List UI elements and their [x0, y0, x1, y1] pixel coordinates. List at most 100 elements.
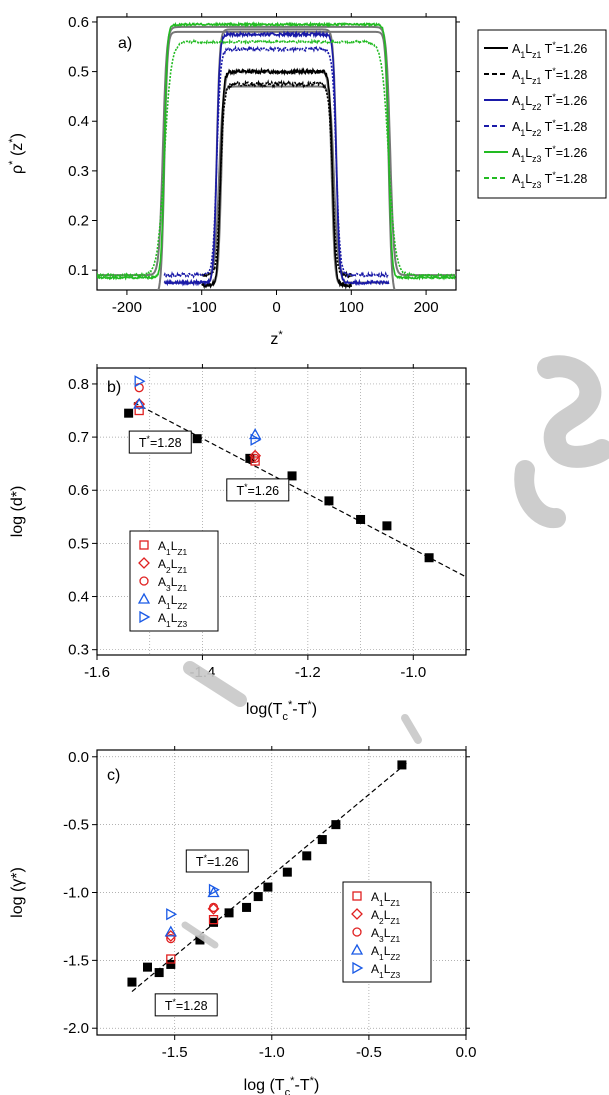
legend-entry: A1LZ1 [371, 890, 400, 908]
panel-c-reference-point [142, 962, 152, 972]
panel-c-ytick-label: 0.0 [68, 749, 89, 766]
panel-a-xlabel: z* [270, 329, 283, 348]
panel-c-xtick-label: -1.0 [259, 1044, 285, 1061]
legend-entry: A1LZ3 [158, 611, 187, 629]
legend-entry: A1Lz2 T*=1.28 [512, 118, 587, 138]
panel-b-data-point [134, 375, 146, 388]
panel-a-fit-curve [157, 30, 396, 290]
panel-c-ytick-label: -2.0 [63, 1020, 89, 1037]
legend-entry: A1Lz3 T*=1.28 [512, 170, 587, 190]
panel-c-reference-point [224, 908, 234, 918]
panel-b-annotation-box [128, 430, 192, 454]
panel-c-data-point [207, 886, 220, 898]
legend-box [477, 29, 607, 199]
panel-c-reference-point [331, 820, 341, 830]
panel-b-data-point [134, 383, 144, 393]
legend-marker [352, 927, 362, 937]
legend-entry: A1LZ2 [371, 944, 400, 962]
panel-b-xtick-label: -1.6 [84, 664, 110, 681]
watermark-stroke [401, 714, 422, 744]
panel-c-reference-point [242, 902, 252, 912]
legend-marker [352, 891, 362, 901]
panel-c-annotation-box [154, 993, 218, 1017]
panel-b-ytick-label: 0.7 [68, 429, 89, 446]
legend-entry: A1Lz1 T*=1.28 [512, 66, 587, 86]
panel-b-data-point [249, 449, 262, 462]
panel-c-reference-point [209, 917, 219, 927]
panel-b-ytick-label: 0.6 [68, 482, 89, 499]
legend-entry: A3LZ1 [371, 926, 400, 944]
panel-b-reference-point [192, 434, 202, 444]
legend-marker [139, 540, 149, 550]
panel-b-ytick-label: 0.5 [68, 535, 89, 552]
legend-entry: A2LZ1 [158, 557, 187, 575]
panel-b-fit-line [133, 402, 467, 578]
legend-marker [139, 576, 149, 586]
panel-b-reference-point [324, 496, 334, 506]
panel-c-reference-point [127, 977, 137, 987]
panel-b-ylabel: log (d*) [9, 486, 26, 538]
watermark-stroke [181, 921, 219, 949]
panel-c-data-point [208, 914, 219, 925]
panel-c-data-point [208, 902, 219, 913]
watermark [181, 355, 609, 949]
watermark-stroke [537, 355, 609, 468]
panel-c-reference-point [317, 835, 327, 845]
panel-c-label: c) [107, 767, 120, 784]
panel-b-reference-point [245, 453, 255, 463]
panel-c: -1.5 -1.0 -0.5 0.0 -2.0 -1.5 -1.0 -0.5 0.0 c) log … [9, 746, 476, 1095]
legend-marker [351, 908, 363, 920]
panel-c-ytick-label: -0.5 [63, 817, 89, 834]
panel-b-reference-point [124, 408, 134, 418]
panel-a-ytick-label: 0.2 [68, 213, 89, 230]
panel-b-frame [96, 367, 467, 656]
panel-b-data-point [134, 405, 144, 416]
panel-b-xlabel: log(Tc*-T*) [246, 699, 317, 723]
legend-entry: A3LZ1 [158, 575, 187, 593]
panel-a-xtick-label: 200 [414, 299, 439, 316]
panel-a-series-line [201, 79, 353, 280]
panel-c-reference-point [154, 968, 164, 978]
legend-entry: A1LZ1 [158, 539, 187, 557]
panel-a-fit-curve [164, 28, 389, 284]
panel-b-ytick-label: 0.8 [68, 376, 89, 393]
panel-c-data-point [164, 925, 177, 937]
panel-c-reference-point [253, 892, 263, 902]
legend-marker [138, 557, 150, 569]
panel-c-data-point [208, 883, 220, 896]
panel-b-ytick-label: 0.3 [68, 642, 89, 659]
panel-a-series-line [97, 38, 456, 279]
panel-a-ytick-label: 0.6 [68, 14, 89, 31]
panel-a-ytick-label: 0.3 [68, 163, 89, 180]
watermark-stroke [514, 460, 566, 529]
legend-entry: A2LZ1 [371, 908, 400, 926]
panel-c-annotation: T*=1.26 [196, 853, 239, 869]
panel-b-data-point [250, 453, 260, 464]
panel-b-reference-point [287, 471, 297, 481]
panel-b: -1.6 -1.4 -1.2 -1.00.30.40.50.60.70.8 b)log(… [9, 364, 470, 723]
panel-a-series-line [163, 29, 390, 287]
panel-c-reference-point [166, 959, 176, 969]
panel-c-xtick-label: -1.5 [162, 1044, 188, 1061]
panel-a-ylabel: ρ* (z*) [7, 133, 26, 174]
panel-c-ylabel: log (γ*) [9, 867, 26, 918]
legend-entry: A1Lz2 T*=1.26 [512, 92, 587, 112]
panel-c-fit-line [131, 761, 409, 993]
panel-b-label: b) [107, 379, 121, 396]
panel-c-data-point [166, 954, 176, 964]
panel-b-data-point [133, 398, 146, 411]
panel-b-annotation-box [226, 478, 290, 502]
panel-b-ytick-label: 0.4 [68, 589, 89, 606]
panel-a-ytick-label: 0.5 [68, 64, 89, 81]
panel-c-data-point [164, 930, 177, 942]
panel-c-xtick-label: 0.0 [456, 1044, 477, 1061]
legend-entry: A1LZ3 [371, 962, 400, 980]
panel-c-reference-point [302, 851, 312, 861]
watermark-stroke [183, 661, 247, 707]
legend-marker [352, 961, 364, 975]
panel-b-data-point [250, 456, 260, 466]
panel-a-series-line [163, 44, 390, 280]
panel-b-data-point [133, 397, 146, 409]
